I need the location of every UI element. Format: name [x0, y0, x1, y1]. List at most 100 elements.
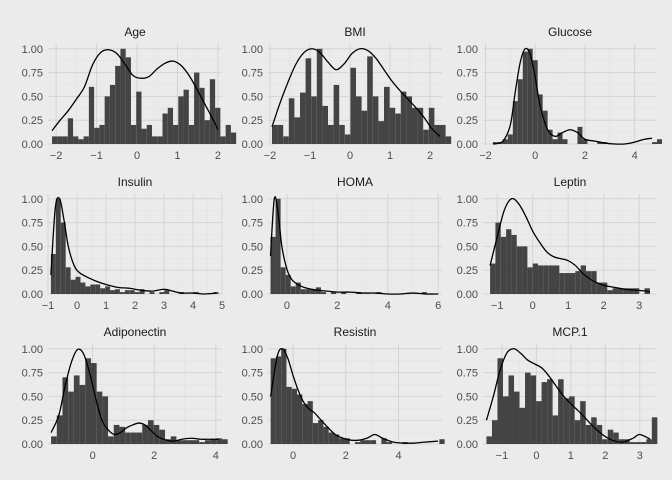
panel-title: Leptin: [554, 175, 587, 189]
histogram-bar: [580, 401, 586, 444]
histogram-bar: [331, 292, 337, 294]
y-tick-label: 0.75: [242, 68, 263, 80]
histogram-bar: [612, 288, 618, 294]
y-tick-label: 0.00: [22, 139, 43, 151]
histogram-bar: [80, 282, 86, 294]
panel-title: BMI: [344, 25, 365, 39]
histogram-bar: [378, 121, 384, 144]
histogram-bar: [305, 289, 311, 294]
histogram-bar: [585, 424, 592, 444]
histogram-bar: [295, 282, 301, 294]
histogram-bar: [141, 128, 147, 144]
histogram-bar: [506, 229, 512, 294]
panel-title: Adiponectin: [104, 325, 167, 339]
panel-title: Insulin: [118, 175, 153, 189]
histogram-bar: [88, 86, 95, 144]
histogram-bar: [50, 254, 56, 294]
x-tick-label: −1: [496, 450, 509, 462]
histogram-bar: [120, 48, 126, 145]
histogram-bar: [421, 292, 427, 294]
histogram-bar: [384, 86, 390, 144]
histogram-bar: [300, 289, 306, 294]
density-curve: [492, 47, 653, 145]
histogram-bar: [412, 107, 418, 144]
histogram-bar: [275, 356, 282, 444]
x-tick-label: 0: [90, 450, 96, 462]
x-tick-label: 3: [161, 300, 167, 312]
x-tick-label: −2: [479, 150, 492, 162]
histogram-bar: [78, 139, 84, 144]
histogram-bar: [365, 440, 371, 444]
x-tick-label: 2: [132, 300, 138, 312]
histogram-bar: [142, 424, 148, 444]
x-tick-label: 4: [385, 300, 391, 312]
histogram-bar: [563, 398, 570, 444]
histogram-bar: [537, 94, 543, 144]
density-curve: [50, 348, 219, 442]
histogram-bar: [162, 113, 168, 144]
y-tick-label: 0.25: [22, 115, 43, 127]
histogram-bar: [193, 440, 200, 444]
histogram-bar: [628, 288, 634, 294]
panel-adiponectin: Adiponectin 0.00 0.25 0.50 0.75 1.00 0 2 4: [22, 325, 228, 462]
histogram-bar: [339, 438, 345, 444]
y-tick-label: 0.75: [22, 218, 43, 230]
histogram-bar: [640, 442, 647, 444]
y-tick-label: 1.00: [22, 44, 43, 56]
y-tick-label: 1.00: [242, 44, 263, 56]
histogram-bar: [508, 375, 515, 444]
panel-resistin: Resistin 0.00 0.25 0.50 0.75 1.00 0 2 4: [242, 325, 445, 462]
histogram-bar: [527, 48, 533, 145]
histogram-bar: [134, 292, 140, 294]
panel-age: Age 0.00 0.25 0.50 0.75 1.00 −2 −1 0 1 2: [22, 25, 237, 162]
histogram-bar: [532, 263, 539, 294]
histogram-bar: [514, 391, 520, 444]
histogram-bar: [596, 424, 603, 444]
histogram-bar: [543, 265, 549, 294]
histogram-bar: [400, 91, 407, 144]
y-tick-label: 1.00: [242, 344, 263, 356]
histogram-bar: [178, 96, 184, 144]
histogram-bar: [607, 429, 614, 444]
histogram-bar: [406, 96, 412, 144]
x-tick-label: 6: [435, 300, 441, 312]
histogram-bar: [532, 60, 538, 144]
histogram-bar: [312, 423, 319, 444]
histogram-bar: [490, 263, 496, 294]
histogram-bar: [517, 79, 523, 144]
panel-title: Age: [124, 25, 146, 39]
histogram-bar: [182, 440, 188, 444]
y-tick-label: 0.50: [457, 391, 478, 403]
panel-title: Resistin: [334, 325, 377, 339]
histogram-bar: [311, 96, 317, 144]
histogram-bar: [624, 439, 630, 444]
histogram-bar: [79, 384, 86, 444]
histogram-bar: [569, 396, 575, 444]
histogram-bar: [519, 407, 526, 444]
histogram-bar: [167, 107, 174, 144]
histogram-bar: [204, 440, 211, 444]
histogram-bar: [310, 289, 316, 294]
histogram-bar: [280, 267, 286, 294]
y-tick-label: 0.25: [457, 265, 478, 277]
x-tick-label: −2: [264, 150, 277, 162]
histogram-bar: [355, 442, 361, 444]
histogram-bar: [222, 439, 228, 444]
histogram-bar: [110, 290, 115, 294]
y-tick-label: 0.00: [242, 439, 263, 451]
y-tick-label: 0.50: [22, 391, 43, 403]
panel-homa: HOMA 0.00 0.25 0.50 0.75 1.00 0 2 4 6: [242, 175, 442, 312]
y-tick-label: 0.00: [22, 289, 43, 301]
histogram-bar: [633, 288, 640, 294]
histogram-bar: [530, 375, 537, 444]
histogram-bar: [62, 377, 69, 444]
x-tick-label: 2: [427, 150, 433, 162]
histogram-bar: [597, 142, 603, 144]
y-tick-label: 0.00: [242, 139, 263, 151]
panel-glucose: Glucose 0.00 0.25 0.50 0.75 1.00 −2 0 2 4: [457, 25, 662, 162]
histogram-bar: [350, 67, 356, 144]
histogram-bar: [360, 440, 366, 444]
histogram-bar: [591, 417, 597, 444]
histogram-bar: [522, 51, 528, 144]
y-tick-label: 0.50: [242, 91, 263, 103]
